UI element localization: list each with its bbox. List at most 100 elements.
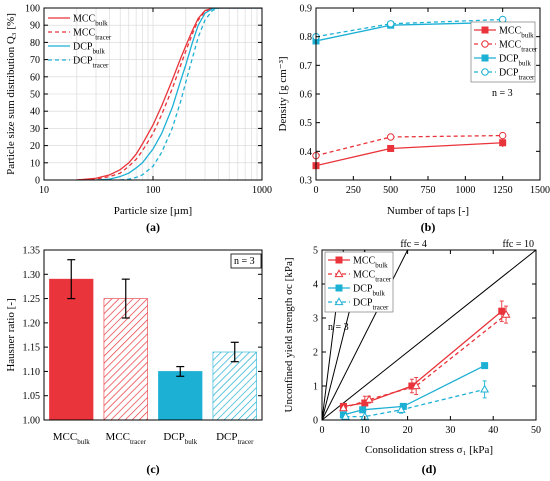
panel-caption: (d) bbox=[422, 462, 437, 476]
legend-entry-2-main: DCP bbox=[73, 42, 93, 53]
x-tick-label: 10 bbox=[39, 185, 49, 196]
legend-entry-0-sub: bulk bbox=[95, 20, 108, 28]
series-mcc-bulk-point bbox=[387, 144, 395, 152]
y-tick-label: 20 bbox=[30, 141, 40, 152]
series-mcc-bulk-line bbox=[316, 142, 503, 167]
x-tick-label: 500 bbox=[383, 185, 398, 196]
legend-entry-2-sub: bulk bbox=[92, 48, 105, 56]
y-tick-label: 0 bbox=[313, 416, 318, 427]
legend-entry-2: DCPbulk bbox=[353, 284, 385, 298]
y-tick-label: 1.20 bbox=[23, 318, 41, 329]
legend-entry-0: MCCbulk bbox=[499, 26, 534, 40]
y-tick-label: 5 bbox=[313, 246, 318, 257]
series-mcc-tracer-point bbox=[411, 381, 421, 390]
series-mcc-bulk-line bbox=[343, 310, 503, 408]
plot-frame-c bbox=[43, 249, 263, 421]
series-dcp-tracer-point bbox=[386, 20, 395, 28]
legend-entry-0-main: MCC bbox=[499, 26, 522, 37]
series-mcc-bulk-point bbox=[361, 399, 369, 407]
grid-lines-a bbox=[44, 8, 262, 180]
legend-entry-1-main: MCC bbox=[353, 270, 376, 281]
chart-panel-b: 0.3 0.4 0.5 0.6 0.7 0.8 0.9 0 250 500 750 1000 1250 1… bbox=[277, 4, 550, 235]
y-tick-label: 0.4 bbox=[300, 147, 313, 158]
y-tick-label: 2 bbox=[313, 348, 318, 359]
legend-entry-1: MCCtracer bbox=[353, 270, 392, 284]
y-tick-label: 0.8 bbox=[300, 32, 313, 43]
series-mcc-tracer-line bbox=[316, 134, 503, 157]
series-mcc-tracer-line bbox=[76, 8, 262, 180]
x-axis-label: Number of taps [-] bbox=[387, 205, 469, 217]
x-tick-label: 20 bbox=[403, 425, 413, 436]
y-axis-label: Unconfined yield strength σc [kPa] bbox=[283, 258, 295, 413]
x-tick-label: 1000 bbox=[252, 185, 272, 196]
series-dcp-bulk-point bbox=[481, 362, 489, 370]
series-mcc-tracer-point bbox=[498, 131, 507, 140]
y-tick-label: 1 bbox=[313, 382, 318, 393]
category-label-1: MCCtracer bbox=[106, 431, 147, 446]
y-tick-label: 1.25 bbox=[23, 294, 41, 305]
series-mcc-tracer-point bbox=[386, 133, 395, 141]
plot-frame-d bbox=[321, 249, 537, 421]
category-label-3-sub: tracer bbox=[237, 438, 254, 446]
y-tick-label: 0.3 bbox=[300, 176, 313, 187]
legend-entry-0: MCCbulk bbox=[73, 14, 108, 28]
panel-caption: (a) bbox=[146, 220, 160, 234]
series-mcc-bulk-point bbox=[499, 139, 507, 147]
series-mcc-tracer-point bbox=[338, 403, 348, 412]
chart-panel-c: MCCbulk MCCtracer DCPbulk DCPtracer1.001.05… bbox=[5, 246, 263, 476]
y-tick-label: 90 bbox=[30, 21, 40, 32]
flow-label-ffc-4: ffc = 4 bbox=[400, 239, 427, 250]
legend-entry-0-sub: bulk bbox=[521, 32, 534, 40]
legend-marker bbox=[481, 40, 489, 48]
y-tick-label: 0 bbox=[35, 176, 40, 187]
legend-marker bbox=[335, 256, 343, 264]
y-tick-label: 0.7 bbox=[300, 61, 313, 72]
series-mcc-tracer-line bbox=[343, 314, 507, 409]
legend-marker bbox=[481, 68, 489, 76]
legend-entry-3-main: DCP bbox=[499, 68, 519, 79]
y-tick-label: 0.5 bbox=[300, 118, 313, 129]
series-dcp-tracer-line bbox=[316, 18, 503, 38]
legend-entry-0-main: MCC bbox=[73, 14, 96, 25]
legend-entry-1-main: MCC bbox=[73, 28, 96, 39]
y-tick-label: 4 bbox=[313, 280, 318, 291]
legend-entry-2-sub: bulk bbox=[518, 60, 531, 68]
legend-entry-1: MCCtracer bbox=[499, 40, 538, 54]
series-dcp-tracer-line bbox=[345, 388, 485, 418]
category-label-3-main: DCP bbox=[216, 431, 237, 443]
legend-marker bbox=[334, 297, 344, 306]
legend-entry-3-sub: tracer bbox=[372, 304, 389, 312]
legend-entry-2-main: DCP bbox=[499, 54, 519, 65]
bar-dcp-bulk bbox=[158, 371, 203, 420]
series-dcp-tracer-point bbox=[480, 384, 490, 393]
x-tick-label: 10 bbox=[360, 425, 370, 436]
sample-size-annotation: n = 3 bbox=[492, 88, 513, 99]
y-tick-label: 10 bbox=[30, 158, 40, 169]
legend-entry-3: DCPtracer bbox=[353, 298, 389, 312]
legend-entry-0-sub: bulk bbox=[375, 262, 388, 270]
legend-entry-3: DCPtracer bbox=[499, 68, 535, 82]
category-label-2-sub: bulk bbox=[185, 438, 198, 446]
bar-mcc-bulk bbox=[49, 278, 94, 420]
legend-entry-1-sub: tracer bbox=[375, 276, 392, 284]
y-tick-label: 40 bbox=[30, 107, 40, 118]
legend-entry-1-sub: tracer bbox=[95, 34, 112, 42]
y-tick-label: 100 bbox=[25, 4, 40, 15]
x-tick-label: 50 bbox=[531, 425, 541, 436]
y-tick-label: 0.6 bbox=[300, 90, 313, 101]
y-axis-label: Density [g cm⁻³] bbox=[277, 56, 289, 131]
series-mcc-tracer-point bbox=[364, 394, 374, 403]
x-tick-label: 40 bbox=[488, 425, 498, 436]
legend-marker bbox=[481, 26, 489, 34]
flow-line-ffc-10 bbox=[322, 250, 536, 420]
legend-entry-2-main: DCP bbox=[353, 284, 373, 295]
category-label-2-main: DCP bbox=[163, 431, 184, 443]
x-tick-label: 100 bbox=[146, 185, 161, 196]
legend-marker bbox=[335, 284, 343, 292]
legend-entry-3-main: DCP bbox=[73, 56, 93, 67]
